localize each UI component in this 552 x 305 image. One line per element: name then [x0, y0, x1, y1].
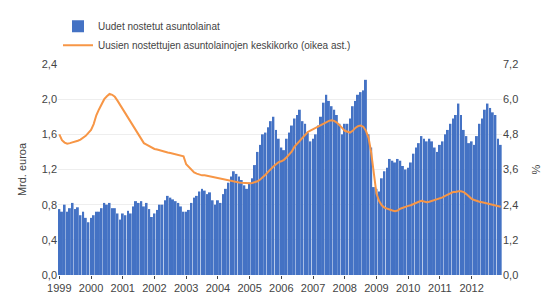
svg-text:7,2: 7,2: [503, 58, 518, 70]
svg-text:2012: 2012: [459, 282, 483, 294]
svg-text:2006: 2006: [269, 282, 293, 294]
svg-text:2,0: 2,0: [42, 93, 57, 105]
svg-text:4,8: 4,8: [503, 128, 518, 140]
svg-text:2010: 2010: [396, 282, 420, 294]
svg-text:1999: 1999: [47, 282, 71, 294]
svg-text:2000: 2000: [79, 282, 103, 294]
svg-text:2009: 2009: [364, 282, 388, 294]
svg-text:0,8: 0,8: [42, 199, 57, 211]
svg-text:0,0: 0,0: [503, 269, 518, 281]
svg-text:2,4: 2,4: [42, 58, 57, 70]
svg-text:2003: 2003: [174, 282, 198, 294]
svg-text:2004: 2004: [206, 282, 230, 294]
svg-text:2011: 2011: [428, 282, 452, 294]
svg-text:Uusien nostettujen asuntolaino: Uusien nostettujen asuntolainojen keskik…: [98, 40, 350, 51]
svg-text:1,6: 1,6: [42, 128, 57, 140]
svg-text:1,2: 1,2: [42, 163, 57, 175]
svg-text:1,2: 1,2: [503, 234, 518, 246]
svg-text:Mrd. euroa: Mrd. euroa: [16, 142, 28, 196]
svg-text:2005: 2005: [237, 282, 261, 294]
svg-text:2002: 2002: [142, 282, 166, 294]
svg-text:2008: 2008: [333, 282, 357, 294]
svg-text:6,0: 6,0: [503, 93, 518, 105]
svg-text:2007: 2007: [301, 282, 325, 294]
svg-text:3,6: 3,6: [503, 163, 518, 175]
svg-text:2,4: 2,4: [503, 199, 518, 211]
svg-text:0,4: 0,4: [42, 234, 57, 246]
svg-text:%: %: [530, 164, 542, 174]
svg-text:0,0: 0,0: [42, 269, 57, 281]
svg-text:Uudet nostetut asuntolainat: Uudet nostetut asuntolainat: [98, 21, 220, 32]
svg-text:2001: 2001: [111, 282, 135, 294]
